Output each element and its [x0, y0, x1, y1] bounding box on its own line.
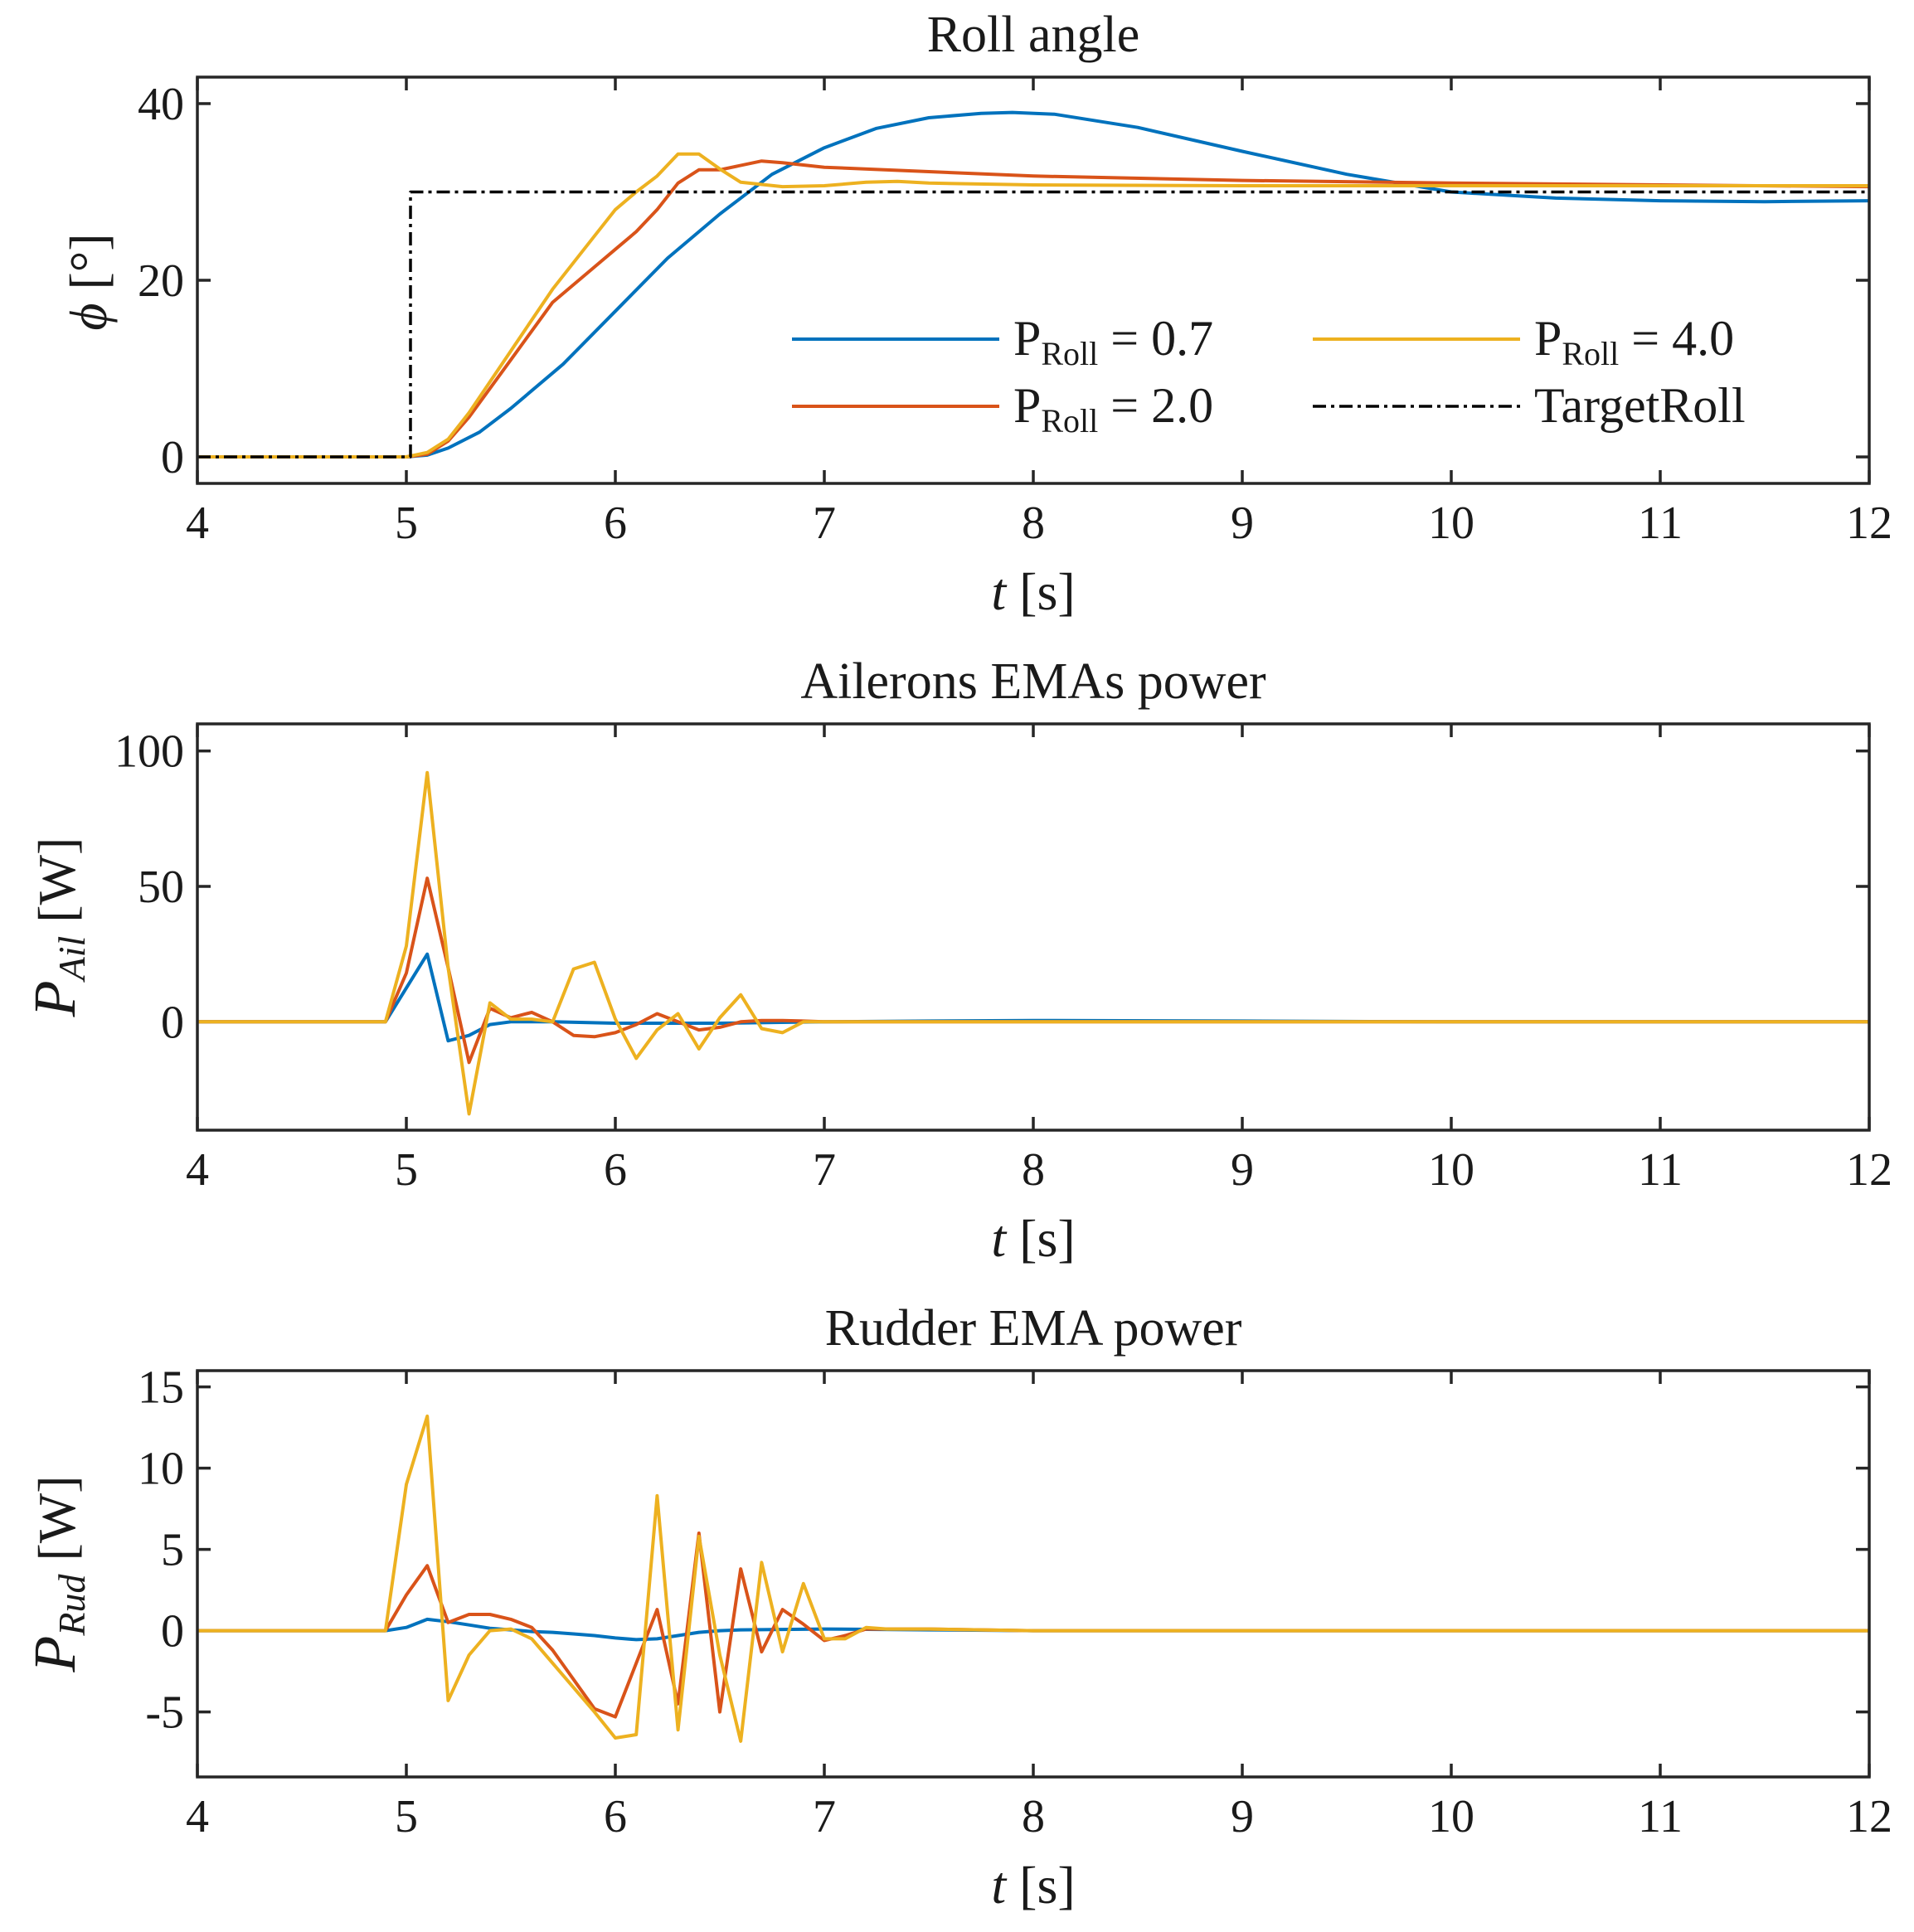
x-tick-labels: 4 5 6 7 8 9 10 11 12 — [186, 498, 1892, 549]
x-tick-label: 11 — [1638, 498, 1683, 549]
plot-frame — [196, 75, 1871, 485]
legend-label: PRoll = 4.0 — [1534, 311, 1734, 372]
y-tick-label: 40 — [138, 79, 184, 130]
y-tick-label: 0 — [161, 432, 184, 483]
y-tick-labels: -5 0 5 10 15 — [138, 1362, 184, 1739]
axes — [196, 724, 1871, 1130]
y-tick-label: 50 — [138, 862, 184, 913]
x-tick-label: 9 — [1231, 498, 1254, 549]
x-tick-label: 6 — [604, 498, 627, 549]
series-line-p-roll-4-0 — [197, 1414, 1869, 1743]
x-tick-labels: 4 5 6 7 8 9 10 11 12 — [186, 1791, 1892, 1842]
y-tick-label: 5 — [161, 1525, 184, 1576]
series-line-p-roll-4-0 — [197, 770, 1869, 1116]
x-tick-label: 8 — [1022, 498, 1045, 549]
x-tick-label: 5 — [395, 1791, 418, 1842]
x-tick-label: 9 — [1231, 1791, 1254, 1842]
x-tick-label: 11 — [1638, 1791, 1683, 1842]
series-line-p-roll-4-0 — [197, 152, 1869, 459]
y-axis-label: PAil [W] — [22, 837, 93, 1018]
chart-title: Rudder EMA power — [825, 1300, 1242, 1357]
x-axis-label: t [s] — [991, 562, 1075, 621]
chart-ailerons-power: Ailerons EMAs power 4 5 6 7 8 9 10 11 12 050100 … — [22, 653, 1892, 1268]
x-tick-label: 6 — [604, 1791, 627, 1842]
x-axis-label: t [s] — [991, 1856, 1075, 1915]
x-tick-label: 8 — [1022, 1791, 1045, 1842]
y-tick-label: 15 — [138, 1362, 184, 1414]
chart-title: Ailerons EMAs power — [800, 653, 1266, 710]
x-tick-label: 12 — [1846, 1791, 1892, 1842]
plot-lines — [197, 110, 1870, 459]
chart-rudder-power: Rudder EMA power 4 5 6 7 8 9 10 11 12 -5 0 5 10 15 t… — [22, 1300, 1892, 1915]
x-tick-label: 6 — [604, 1144, 627, 1196]
x-axis-label: t [s] — [991, 1209, 1075, 1268]
x-tick-label: 7 — [813, 1791, 836, 1842]
plot-frame — [196, 722, 1871, 1132]
y-axis-label: ϕ [°] — [59, 233, 118, 330]
legend-entry: PRoll = 0.7 — [792, 311, 1213, 372]
x-tick-label: 12 — [1846, 498, 1892, 549]
y-tick-label: 100 — [114, 726, 184, 778]
y-tick-label: 0 — [161, 1606, 184, 1658]
x-tick-label: 10 — [1428, 1144, 1474, 1196]
x-tick-label: 4 — [186, 498, 209, 549]
plot-lines — [197, 770, 1869, 1116]
legend-entry: PRoll = 2.0 — [792, 378, 1213, 439]
y-tick-label: 0 — [161, 997, 184, 1048]
plot-frame — [196, 1369, 1871, 1779]
x-tick-label: 11 — [1638, 1144, 1683, 1196]
x-tick-label: 7 — [813, 498, 836, 549]
x-tick-label: 12 — [1846, 1144, 1892, 1196]
x-tick-label: 7 — [813, 1144, 836, 1196]
x-tick-label: 4 — [186, 1791, 209, 1842]
y-axis-label: PRud [W] — [22, 1475, 93, 1672]
chart-title: Roll angle — [927, 7, 1140, 63]
y-tick-label: -5 — [145, 1687, 184, 1739]
legend-label: TargetRoll — [1534, 378, 1746, 433]
y-tick-label: 10 — [138, 1444, 184, 1495]
x-tick-label: 8 — [1022, 1144, 1045, 1196]
legend-label: PRoll = 0.7 — [1013, 311, 1213, 372]
x-tick-label: 5 — [395, 498, 418, 549]
x-tick-labels: 4 5 6 7 8 9 10 11 12 — [186, 1144, 1892, 1196]
series-line-p-roll-0-7 — [197, 110, 1870, 459]
axes — [196, 1371, 1871, 1777]
x-tick-label: 5 — [395, 1144, 418, 1196]
legend: PRoll = 0.7 PRoll = 4.0 PRoll = 2.0 Targ… — [792, 311, 1746, 439]
x-tick-label: 10 — [1428, 498, 1474, 549]
chart-roll-angle: Roll angle 4 5 6 7 8 9 10 11 12 0 20 40 t [s] ϕ [°… — [59, 7, 1892, 621]
legend-label: PRoll = 2.0 — [1013, 378, 1213, 439]
legend-entry: PRoll = 4.0 — [1313, 311, 1734, 372]
plot-lines — [197, 1414, 1869, 1743]
legend-entry: TargetRoll — [1313, 378, 1746, 433]
x-tick-label: 10 — [1428, 1791, 1474, 1842]
y-tick-labels: 0 50 100 — [114, 726, 184, 1049]
x-tick-label: 4 — [186, 1144, 209, 1196]
series-line-targetroll — [197, 190, 1869, 459]
y-tick-labels: 0 20 40 — [138, 79, 184, 483]
x-tick-label: 9 — [1231, 1144, 1254, 1196]
y-tick-label: 20 — [138, 255, 184, 307]
